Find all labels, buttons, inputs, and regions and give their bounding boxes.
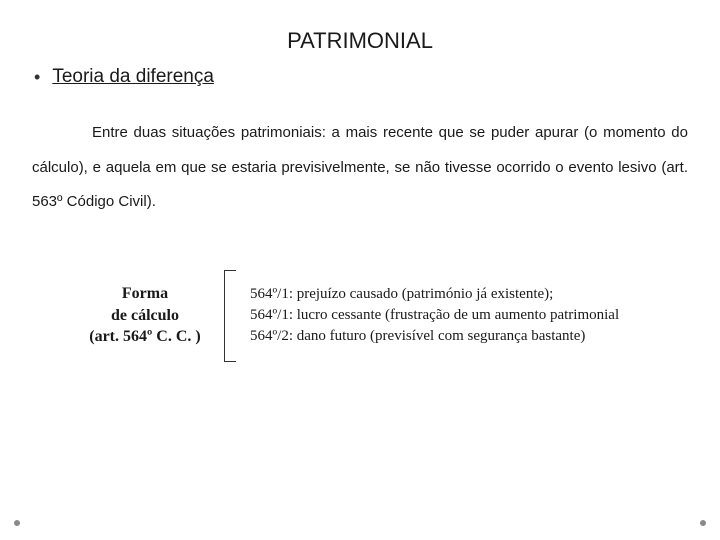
body-paragraph: Entre duas situações patrimoniais: a mai… <box>30 116 690 220</box>
formula-list: 564º/1: prejuízo causado (património já … <box>250 284 619 347</box>
label-line: (art. 564º C. C. ) <box>80 326 210 348</box>
label-line: de cálculo <box>80 305 210 327</box>
list-item: 564º/2: dano futuro (previsível com segu… <box>250 326 619 347</box>
formula-label: Forma de cálculo (art. 564º C. C. ) <box>80 283 210 348</box>
list-item: 564º/1: lucro cessante (frustração de um… <box>250 305 619 326</box>
page-title: PATRIMONIAL <box>30 28 690 54</box>
formula-row: Forma de cálculo (art. 564º C. C. ) 564º… <box>80 270 690 362</box>
list-item: 564º/1: prejuízo causado (património já … <box>250 284 619 305</box>
corner-dot-icon <box>700 520 706 526</box>
bullet-heading: • Teoria da diferença <box>34 66 690 88</box>
slide: PATRIMONIAL • Teoria da diferença Entre … <box>0 0 720 540</box>
subtitle: Teoria da diferença <box>52 66 214 88</box>
bullet-dot-icon: • <box>34 67 40 88</box>
corner-dot-icon <box>14 520 20 526</box>
bracket-icon <box>224 270 236 362</box>
label-line: Forma <box>80 283 210 305</box>
